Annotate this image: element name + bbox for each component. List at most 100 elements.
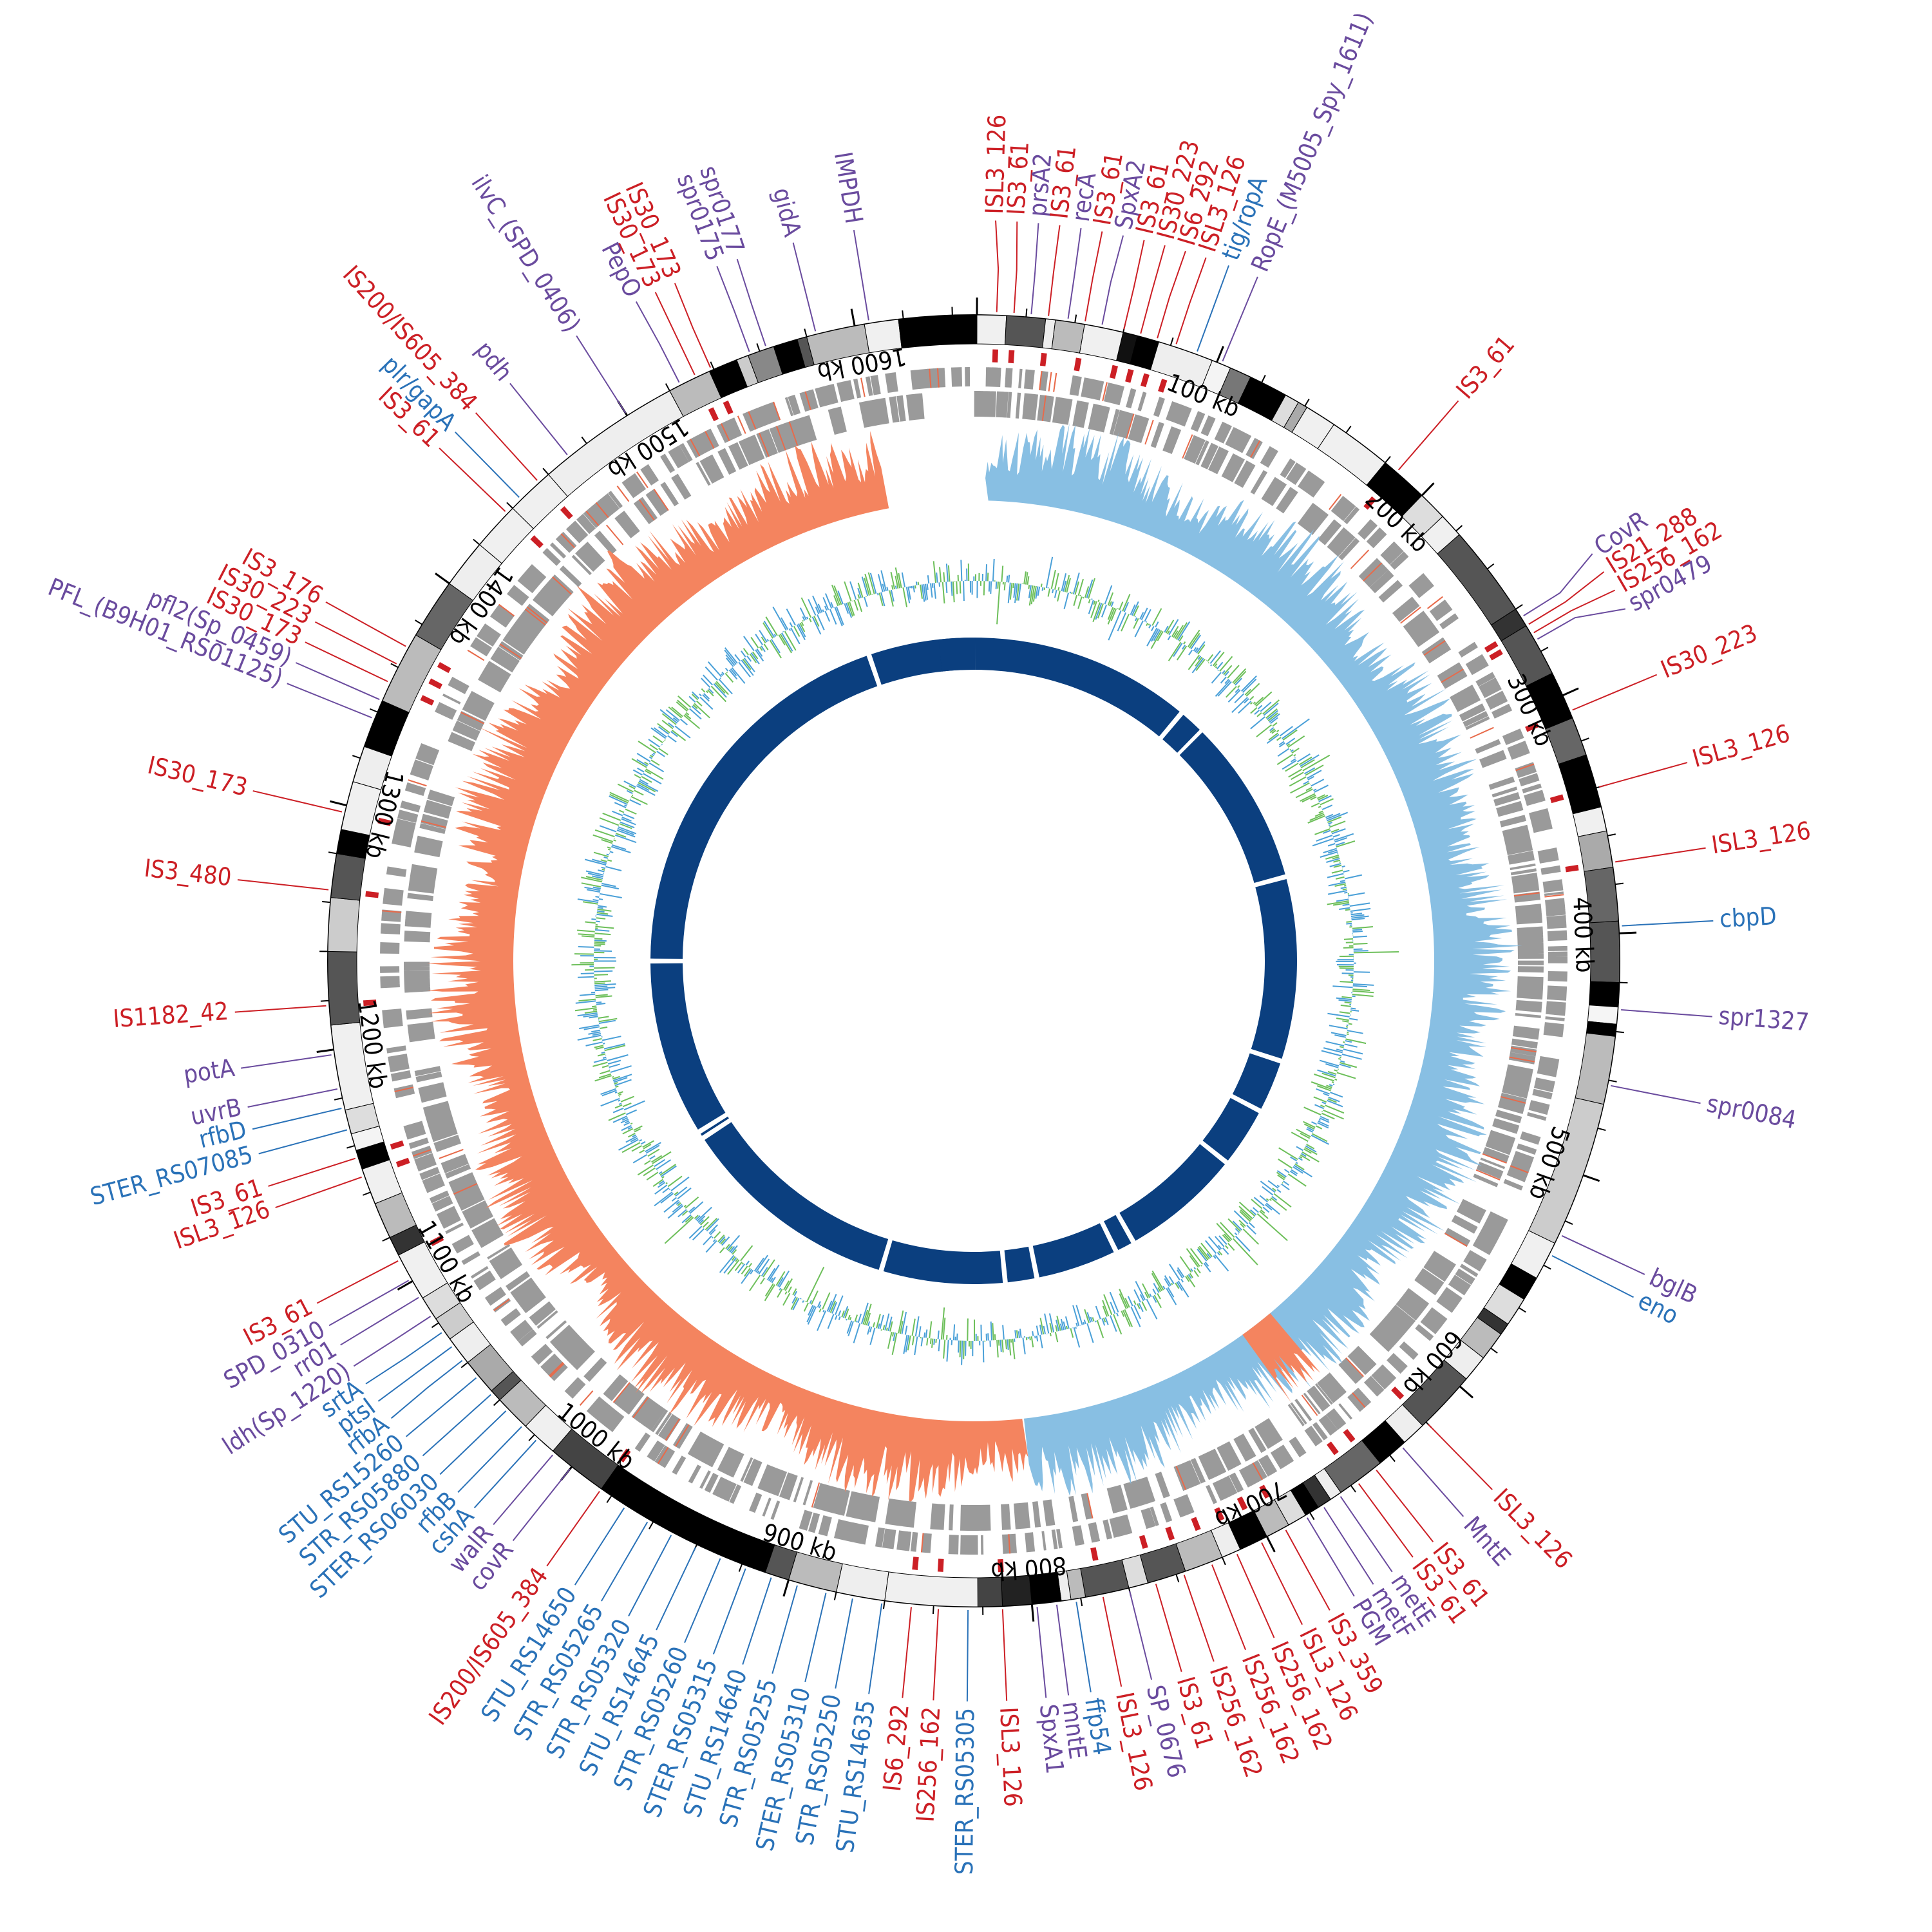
label-leader-line xyxy=(240,1054,332,1069)
scale-tick xyxy=(710,361,715,370)
scale-tick xyxy=(850,308,856,327)
gene-label: cbpD xyxy=(1719,902,1777,933)
is-element-mark xyxy=(437,661,451,674)
scale-tick xyxy=(1455,525,1463,532)
label-leader-line xyxy=(1175,257,1207,345)
label-leader-line xyxy=(1157,251,1186,339)
label-leader-line xyxy=(1101,235,1124,325)
scale-tick xyxy=(1350,1484,1356,1493)
label-leader-line xyxy=(377,1346,453,1402)
scale-tick xyxy=(1515,604,1523,610)
is-element-mark xyxy=(363,999,377,1007)
inner-ring-segment xyxy=(705,1122,889,1270)
label-leader-line xyxy=(1402,1447,1464,1517)
scale-tick xyxy=(1582,1174,1600,1182)
label-leader-line xyxy=(1358,1483,1414,1558)
label-leader-line xyxy=(1001,1609,1008,1701)
label-leader-line xyxy=(1123,240,1145,330)
scale-tick xyxy=(902,310,904,319)
genomic-region-block xyxy=(1589,981,1620,1008)
label-leader-line xyxy=(966,1609,969,1701)
scale-tick xyxy=(1597,1127,1606,1132)
gc-skew-trace xyxy=(985,422,1522,1496)
genomic-region-block xyxy=(835,1563,889,1601)
label-leader-line xyxy=(1397,400,1459,471)
scale-tick xyxy=(1074,314,1077,323)
gc-skew-ring xyxy=(426,422,1522,1502)
genomic-region-block xyxy=(1577,830,1613,872)
label-leader-line xyxy=(275,1176,362,1209)
gc-skew-trace xyxy=(1242,1313,1321,1403)
is-element-mark xyxy=(1236,1496,1248,1511)
label-leader-line xyxy=(1030,223,1039,315)
scale-tick xyxy=(1564,1220,1573,1225)
scale-tick xyxy=(738,1563,743,1572)
label-leader-line xyxy=(712,1568,746,1654)
scale-tick xyxy=(382,1236,391,1242)
label-leader-line xyxy=(601,1521,649,1602)
scale-tick xyxy=(460,1361,469,1368)
label-leader-line xyxy=(902,1607,912,1698)
label-leader-line xyxy=(804,1593,827,1683)
gene-label: STER_RS05305 xyxy=(950,1708,980,1875)
is-element-mark xyxy=(1125,368,1134,383)
label-leader-line xyxy=(853,229,869,321)
inner-ring-segment xyxy=(1162,714,1200,753)
label-leader-line xyxy=(305,641,388,683)
label-leader-line xyxy=(835,1598,853,1689)
label-leader-line xyxy=(455,431,520,498)
label-leader-line xyxy=(1428,1423,1493,1490)
is-element-mark xyxy=(560,506,573,520)
is-element-mark xyxy=(1139,1535,1148,1549)
scale-tick xyxy=(1025,308,1028,317)
label-leader-line xyxy=(674,283,712,368)
label-leader-line xyxy=(473,1439,537,1508)
is-element-label: IS3_61 xyxy=(1001,141,1034,216)
scale-tick xyxy=(328,851,337,855)
is-element-mark xyxy=(1090,1547,1099,1561)
label-leader-line xyxy=(1528,571,1605,625)
label-leader-line xyxy=(247,1088,338,1108)
label-leader-line xyxy=(328,1280,410,1327)
is-element-mark xyxy=(1039,352,1047,366)
is-element-mark xyxy=(1191,1517,1201,1531)
genomic-region-block xyxy=(884,1571,978,1607)
genomic-region-block xyxy=(1587,1005,1618,1025)
label-leader-line xyxy=(574,1507,625,1586)
cds-forward-ring xyxy=(380,367,1567,1555)
label-leader-line xyxy=(654,292,696,375)
label-leader-line xyxy=(1183,1575,1215,1662)
is-element-label: IS3_480 xyxy=(143,854,233,892)
label-leader-line xyxy=(315,621,397,665)
is-element-mark xyxy=(1165,1526,1175,1541)
gray-block-ring xyxy=(327,314,1620,1607)
scale-tick xyxy=(804,328,808,337)
label-leader-line xyxy=(656,1547,696,1631)
is-element-mark xyxy=(428,678,443,690)
label-leader-line xyxy=(1211,1564,1246,1651)
scale-tick xyxy=(1388,1454,1396,1463)
label-leader-line xyxy=(1621,1009,1712,1018)
inner-ring-segment xyxy=(1202,1097,1259,1161)
label-leader-line xyxy=(1075,1602,1092,1692)
is-marker-ring xyxy=(363,349,1579,1573)
label-leader-line xyxy=(1140,245,1166,334)
gene-label: RopE_(M5005_Spy_1611) xyxy=(1245,8,1378,276)
scale-tick xyxy=(1421,482,1435,497)
scale-tick xyxy=(1216,346,1224,363)
label-leader-line xyxy=(1523,553,1593,616)
label-leader-line xyxy=(258,1129,348,1155)
scale-tick xyxy=(397,1280,413,1291)
inner-ring-segment xyxy=(1004,1246,1035,1283)
scale-tick xyxy=(1486,563,1495,570)
label-leader-line xyxy=(1285,1530,1331,1611)
label-leader-line xyxy=(340,1296,419,1346)
scale-tick xyxy=(1540,647,1549,652)
scale-tick xyxy=(1309,1512,1315,1520)
scale-tick xyxy=(932,1605,934,1615)
inner-ring-segment xyxy=(1032,1223,1114,1278)
inner-ring-segment xyxy=(883,1240,1003,1284)
label-leader-line xyxy=(684,1558,721,1643)
scale-tick xyxy=(493,1399,500,1406)
scale-tick xyxy=(1170,337,1174,346)
